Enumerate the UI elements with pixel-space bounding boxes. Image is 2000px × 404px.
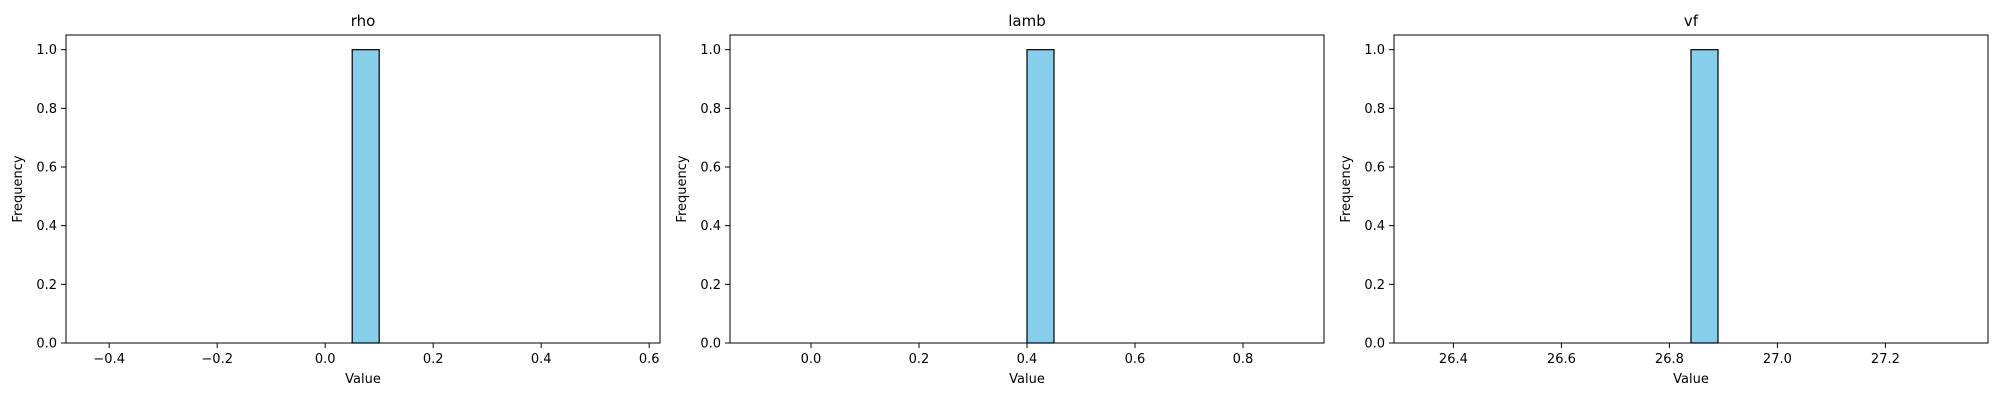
x-tick-label: 0.8 <box>1233 352 1254 367</box>
y-tick-label: 1.0 <box>700 43 721 58</box>
y-tick-label: 0.0 <box>700 337 721 352</box>
x-tick-label: 26.6 <box>1547 352 1576 367</box>
y-tick-label: 1.0 <box>1364 43 1385 58</box>
x-axis-label: Value <box>1009 372 1045 387</box>
x-tick-label: 0.0 <box>801 352 822 367</box>
x-tick-label: 26.4 <box>1439 352 1468 367</box>
y-tick-label: 0.4 <box>1364 219 1385 234</box>
y-tick-label: 0.2 <box>1364 278 1385 293</box>
x-axis-label: Value <box>1673 372 1709 387</box>
y-tick-label: 0.4 <box>36 219 57 234</box>
y-tick-label: 0.2 <box>700 278 721 293</box>
y-tick-label: 0.0 <box>36 337 57 352</box>
y-tick-label: 0.0 <box>1364 337 1385 352</box>
x-tick-label: 0.0 <box>315 352 336 367</box>
x-tick-label: −0.4 <box>93 352 125 367</box>
x-tick-label: 0.2 <box>909 352 930 367</box>
x-tick-label: 26.8 <box>1655 352 1684 367</box>
histogram-bar <box>351 49 380 344</box>
y-tick-label: 0.6 <box>1364 161 1385 176</box>
y-tick-label: 0.8 <box>700 102 721 117</box>
y-tick-label: 0.6 <box>36 161 57 176</box>
chart-title: rho <box>351 12 376 30</box>
y-tick-label: 0.8 <box>1364 102 1385 117</box>
x-tick-label: 27.0 <box>1763 352 1792 367</box>
histogram-bar <box>1690 49 1719 344</box>
histogram-bar <box>1026 49 1055 344</box>
axes-frame <box>1393 34 1989 344</box>
y-axis-label: Frequency <box>11 155 26 222</box>
y-tick-label: 0.2 <box>36 278 57 293</box>
x-tick-label: 0.2 <box>423 352 444 367</box>
y-axis-label: Frequency <box>1339 155 1354 222</box>
chart-panel-1: 0.0 0.2 0.4 0.6 0.8 0.0 0.2 0.4 0.6 0.8 1.0 lamb Val… <box>675 12 1325 387</box>
chart-panel-2: 26.4 26.6 26.8 27.0 27.2 0.0 0.2 0.4 0.6 0.8 1.0 vf… <box>1339 12 1989 387</box>
x-axis-label: Value <box>345 372 381 387</box>
x-tick-label: −0.2 <box>201 352 233 367</box>
y-tick-label: 1.0 <box>36 43 57 58</box>
y-tick-label: 0.8 <box>36 102 57 117</box>
x-tick-label: 0.6 <box>639 352 660 367</box>
x-tick-label: 0.4 <box>1017 352 1038 367</box>
y-tick-label: 0.6 <box>700 161 721 176</box>
axes-frame <box>65 34 661 344</box>
chart-title: vf <box>1684 12 1699 30</box>
x-tick-label: 0.4 <box>531 352 552 367</box>
y-tick-label: 0.4 <box>700 219 721 234</box>
x-tick-label: 27.2 <box>1871 352 1900 367</box>
y-axis-label: Frequency <box>675 155 690 222</box>
chart-title: lamb <box>1008 12 1046 30</box>
x-tick-label: 0.6 <box>1125 352 1146 367</box>
chart-panel-0: −0.4 −0.2 0.0 0.2 0.4 0.6 0.0 0.2 0.4 0.6 0.8 1.0 rh… <box>11 12 661 387</box>
